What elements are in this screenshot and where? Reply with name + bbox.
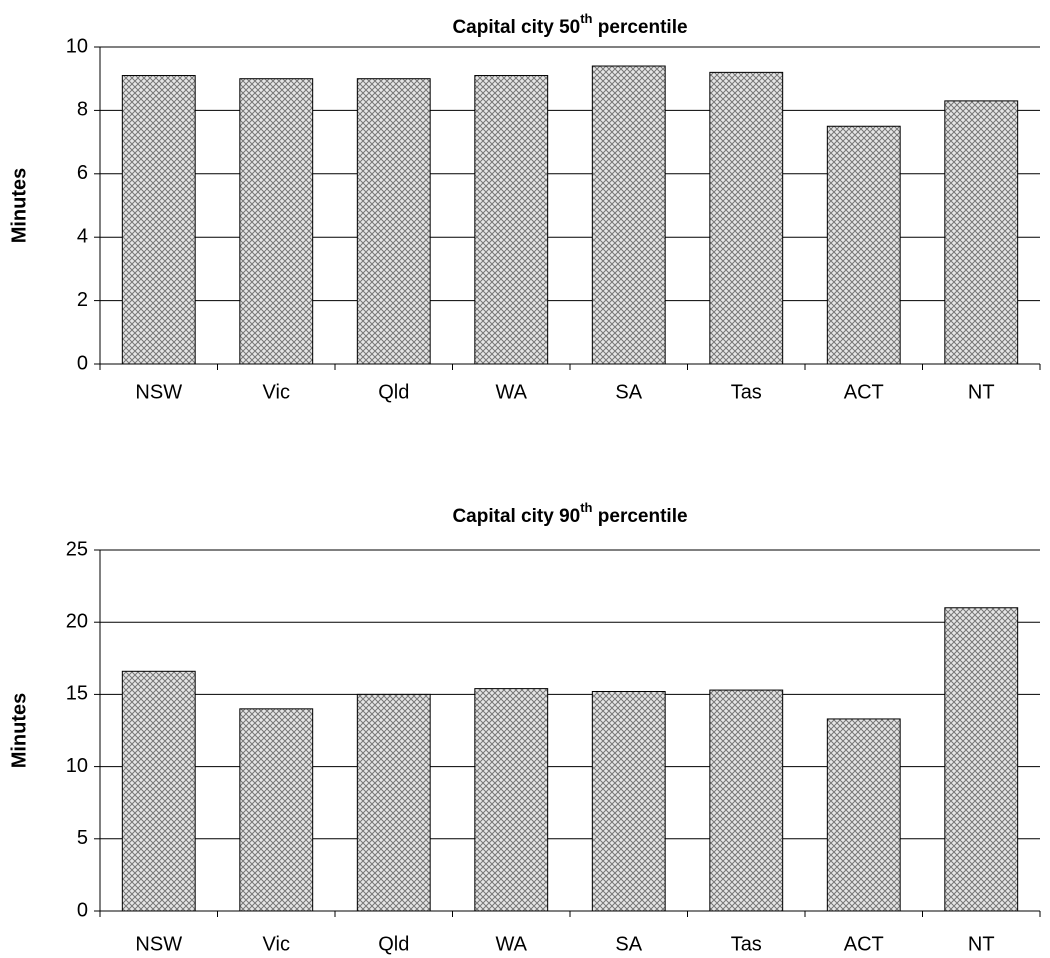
y-tick-label: 4 [77,225,88,247]
x-tick-label: Qld [378,933,409,955]
x-tick-label: NSW [135,933,182,955]
bar [826,718,901,912]
x-tick-label: NSW [135,381,182,403]
y-tick-label: 0 [77,899,88,921]
title-part: Capital city 50 [452,17,580,38]
title-part: percentile [593,17,688,38]
x-tick-label: SA [615,381,642,403]
y-tick-label: 10 [66,755,88,777]
y-tick-label: 10 [66,35,88,57]
x-tick-label: Tas [731,933,762,955]
y-axis-label: Minutes [8,168,30,244]
x-tick-label: Vic [263,381,290,403]
bar [356,78,431,365]
bar [591,65,666,365]
x-tick-label: ACT [844,933,884,955]
bar [356,693,431,912]
title-part: percentile [593,506,688,527]
bar [709,689,784,912]
bar [239,708,314,912]
y-tick-label: 0 [77,352,88,374]
x-tick-label: NT [968,381,995,403]
title-part: Capital city 90 [452,506,580,527]
bar [474,688,549,912]
bar [474,75,549,365]
y-tick-label: 2 [77,289,88,311]
y-tick-label: 6 [77,162,88,184]
title-part: th [580,500,592,515]
x-tick-label: SA [615,933,642,955]
y-tick-label: 25 [66,538,88,560]
bar [709,71,784,365]
bar [239,78,314,365]
y-tick-label: 20 [66,610,88,632]
chart-title: Capital city 90th percentile [452,500,687,527]
y-tick-label: 8 [77,99,88,121]
x-tick-label: Tas [731,381,762,403]
chart-title: Capital city 50th percentile [452,11,687,38]
bar [591,691,666,912]
y-axis-label: Minutes [8,693,30,769]
title-part: th [580,11,592,26]
x-tick-label: WA [496,933,528,955]
x-tick-label: WA [496,381,528,403]
x-tick-label: Qld [378,381,409,403]
x-tick-label: ACT [844,381,884,403]
x-tick-label: Vic [263,933,290,955]
y-tick-label: 15 [66,683,88,705]
bar [944,607,1019,912]
bar [121,670,196,912]
bar [121,75,196,365]
bar [826,125,901,365]
y-tick-label: 5 [77,827,88,849]
x-tick-label: NT [968,933,995,955]
bar [944,100,1019,365]
